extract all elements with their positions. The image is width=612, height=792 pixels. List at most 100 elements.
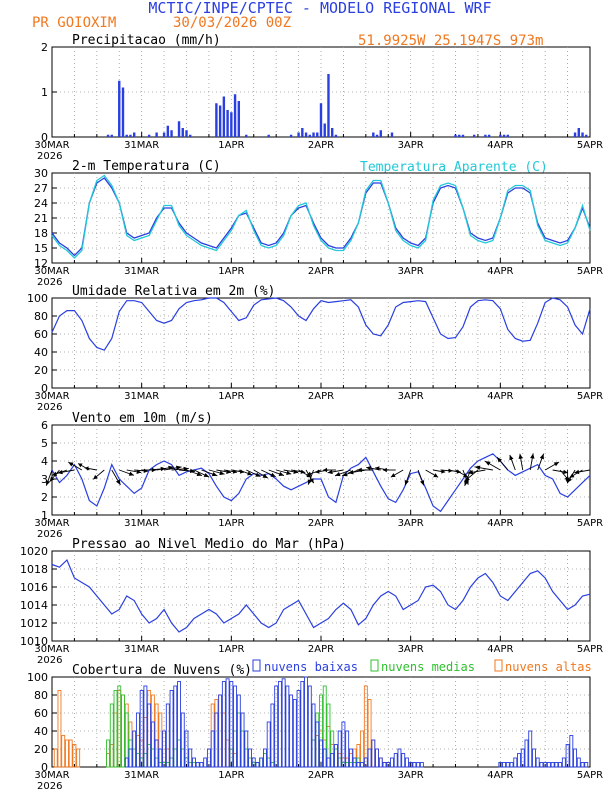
cloud-bar: [154, 739, 159, 768]
wind-arrowhead: [530, 453, 535, 459]
cloud-bar: [158, 748, 163, 768]
y-tick-label: 0: [41, 761, 48, 774]
precip-bar: [379, 130, 382, 137]
precip-bar: [289, 134, 293, 137]
panel-rh: 0 20 40 60 80 100 30MAR 31MAR 1APR 2APR 3APR 4APR 5A…: [27, 284, 603, 413]
cloud-bar: [386, 762, 391, 768]
cloud-bar: [68, 739, 73, 768]
cloud-bar: [109, 703, 114, 768]
precip-bar: [166, 125, 170, 137]
cloud-bar: [76, 748, 81, 768]
precip-bar: [458, 134, 461, 137]
cloud-bar: [546, 762, 551, 768]
wind-arrowhead: [255, 472, 261, 477]
y-tick-label: 100: [27, 292, 48, 305]
x-tick-label: 5APR: [577, 391, 603, 402]
x-tick-label: 5APR: [577, 140, 603, 151]
x-year-label: 2026: [37, 655, 62, 666]
x-tick-label: 30MAR: [34, 770, 69, 781]
cloud-bar: [143, 685, 148, 768]
cloud-bar: [569, 735, 574, 768]
wind-arrowhead: [49, 476, 55, 482]
cloud-bar: [117, 685, 122, 768]
x-tick-label: 3APR: [398, 266, 424, 277]
wind-arrowhead: [278, 471, 284, 476]
x-tick-label: 2APR: [308, 391, 334, 402]
x-tick-label: 30MAR: [34, 266, 69, 277]
wind-arrowhead: [463, 473, 468, 478]
cloud-bar: [135, 712, 140, 768]
cloud-bar: [274, 685, 279, 768]
precip-bar: [301, 128, 304, 137]
wind-arrowhead: [211, 471, 218, 477]
wind-arrowhead: [382, 467, 387, 473]
cloud-bar: [128, 748, 133, 768]
precip-bar: [226, 110, 229, 137]
cloud-bar: [121, 694, 125, 768]
cloud-bar: [498, 762, 503, 768]
wind-arrowhead: [347, 470, 354, 475]
y-tick-label: 80: [34, 310, 48, 323]
precip-bar: [331, 128, 334, 137]
wind-arrowhead: [309, 478, 314, 484]
y-tick-label: 100: [27, 671, 48, 684]
x-tick-label: 30MAR: [34, 140, 69, 151]
cloud-bar: [72, 744, 77, 768]
precip-bar: [155, 132, 158, 137]
x-tick-label: 1APR: [218, 518, 244, 529]
cloud-bar: [561, 757, 566, 768]
cloud-legend-mid: nuvens medias: [381, 660, 475, 674]
forecast-date: 30/03/2026 00Z: [173, 15, 291, 31]
precip-bar: [147, 134, 151, 137]
wind-arrowhead: [57, 469, 63, 475]
x-tick-label: 4APR: [487, 770, 513, 781]
x-tick-label: 5APR: [577, 266, 603, 277]
wind-arrowhead: [563, 469, 569, 475]
precip-bar: [245, 134, 248, 137]
x-year-label: 2026: [37, 529, 62, 540]
cloud-bar: [543, 762, 548, 768]
cloud-bar: [195, 762, 200, 768]
cloud-bar: [296, 690, 301, 768]
precip-bar: [233, 94, 237, 137]
wind-arrowhead: [509, 454, 514, 461]
cloud-bar: [236, 694, 241, 768]
cloud-bar: [326, 757, 331, 768]
precip-bar: [181, 128, 184, 137]
precip-bar: [129, 134, 132, 137]
cloud-bar: [147, 703, 152, 768]
wind-arrowhead: [569, 473, 575, 478]
cloud-bar: [184, 730, 189, 768]
cloud-bar: [311, 703, 316, 768]
wind-arrowhead: [467, 470, 474, 475]
wind-arrowhead: [196, 471, 202, 477]
wind-arrowhead: [93, 474, 98, 480]
cloud-bar: [539, 762, 544, 768]
x-tick-label: 30MAR: [34, 644, 69, 655]
wind-arrowhead: [574, 469, 580, 475]
cloud-bar: [333, 744, 338, 768]
wind-arrowhead: [464, 476, 470, 482]
cloud-bar: [528, 730, 533, 768]
rh-line: [51, 297, 591, 351]
cloud-bar: [106, 739, 110, 768]
precip-bar: [472, 134, 476, 137]
panel-wind: 1 2 3 4 5 6 30MAR 31MAR 1APR 2APR 3APR 4APR 5APR 2026…: [34, 411, 603, 540]
cloud-bar: [165, 703, 170, 768]
y-tick-label: 1: [41, 509, 48, 522]
cloud-bar: [53, 748, 58, 768]
cloud-bar: [300, 681, 305, 768]
cloud-bar: [356, 762, 361, 768]
y-tick-label: 0: [41, 131, 48, 144]
wind-arrowhead: [518, 453, 523, 460]
precip-bar: [170, 130, 173, 137]
x-tick-label: 5APR: [577, 518, 603, 529]
precip-bar: [573, 132, 577, 137]
cloud-bar: [412, 762, 417, 768]
precip-bar: [323, 123, 326, 137]
panel-precip: 0 1 2 30MAR 31MAR 1APR 2APR 3APR 4APR 5APR 2026 Pre…: [34, 33, 603, 162]
precip-bar: [581, 132, 584, 137]
wind-arrowhead: [420, 480, 425, 486]
x-tick-label: 3APR: [398, 518, 424, 529]
y-tick-label: 24: [34, 197, 48, 210]
